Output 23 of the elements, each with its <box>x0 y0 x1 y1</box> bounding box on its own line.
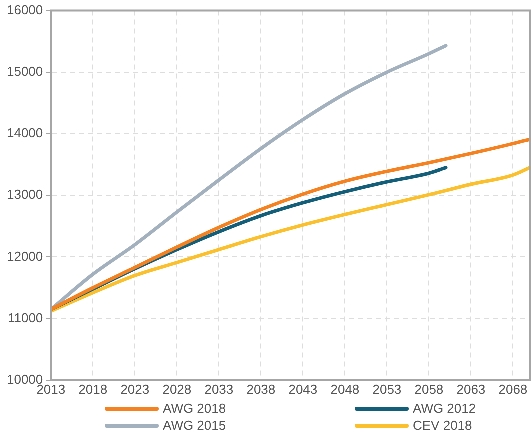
x-tick-label: 2058 <box>414 382 444 397</box>
x-tick-label: 2038 <box>246 382 276 397</box>
line-series <box>51 166 530 314</box>
x-tick-label: 2043 <box>288 382 318 397</box>
x-tick-label: 2028 <box>162 382 192 397</box>
legend-label: AWG 2015 <box>163 418 226 433</box>
x-tick-label: 2023 <box>120 382 150 397</box>
x-tick-label: 2018 <box>78 382 108 397</box>
y-tick-label: 14000 <box>6 126 44 141</box>
x-tick-label: 2033 <box>204 382 234 397</box>
y-tick-label: 13000 <box>6 187 44 202</box>
y-tick-label: 11000 <box>8 310 44 326</box>
legend-label: CEV 2018 <box>413 418 472 433</box>
y-tick-label: 16000 <box>6 2 44 18</box>
x-tick-label: 2048 <box>330 382 360 397</box>
x-tick-label: 2063 <box>456 382 486 397</box>
legend-label: AWG 2018 <box>163 401 226 416</box>
x-tick-label: 2053 <box>372 382 402 397</box>
line-series <box>51 138 530 312</box>
y-tick-label: 12000 <box>6 248 44 264</box>
y-tick-label: 15000 <box>6 64 44 79</box>
x-tick-label: 2068 <box>498 382 528 397</box>
legend-label: AWG 2012 <box>413 401 476 416</box>
